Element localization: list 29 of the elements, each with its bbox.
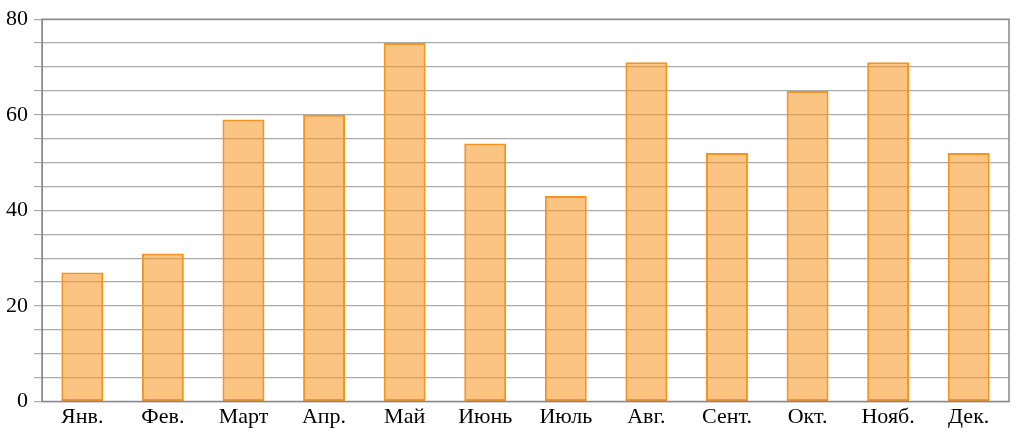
bar	[786, 90, 829, 401]
bar	[383, 43, 426, 401]
bar	[222, 119, 265, 401]
bar	[303, 114, 345, 401]
x-tick-label: Янв.	[61, 402, 104, 428]
x-tick-label: Нояб.	[861, 402, 915, 428]
y-tick-label: 60	[6, 100, 28, 126]
bar	[706, 153, 748, 401]
bar	[61, 272, 104, 401]
y-tick-label: 0	[17, 387, 28, 413]
bar	[464, 143, 507, 401]
x-tick-label: Окт.	[787, 402, 828, 428]
x-tick-label: Апр.	[301, 402, 347, 428]
x-tick-label: Май	[384, 402, 426, 428]
bar	[867, 62, 910, 401]
bar	[947, 153, 990, 401]
x-tick-label: Июнь	[458, 402, 513, 428]
x-tick-label: Март	[218, 402, 269, 428]
y-tick-label: 80	[6, 4, 28, 30]
bar	[625, 62, 668, 401]
bar	[141, 253, 184, 401]
x-tick-label: Фев.	[141, 402, 185, 428]
x-tick-label: Июль	[539, 402, 593, 428]
x-tick-label: Авг.	[627, 402, 666, 428]
y-tick-label: 40	[6, 196, 28, 222]
y-tick-label: 20	[6, 291, 28, 317]
bar	[544, 196, 587, 401]
x-tick-label: Дек.	[948, 402, 990, 428]
x-tick-label: Сент.	[701, 402, 752, 428]
